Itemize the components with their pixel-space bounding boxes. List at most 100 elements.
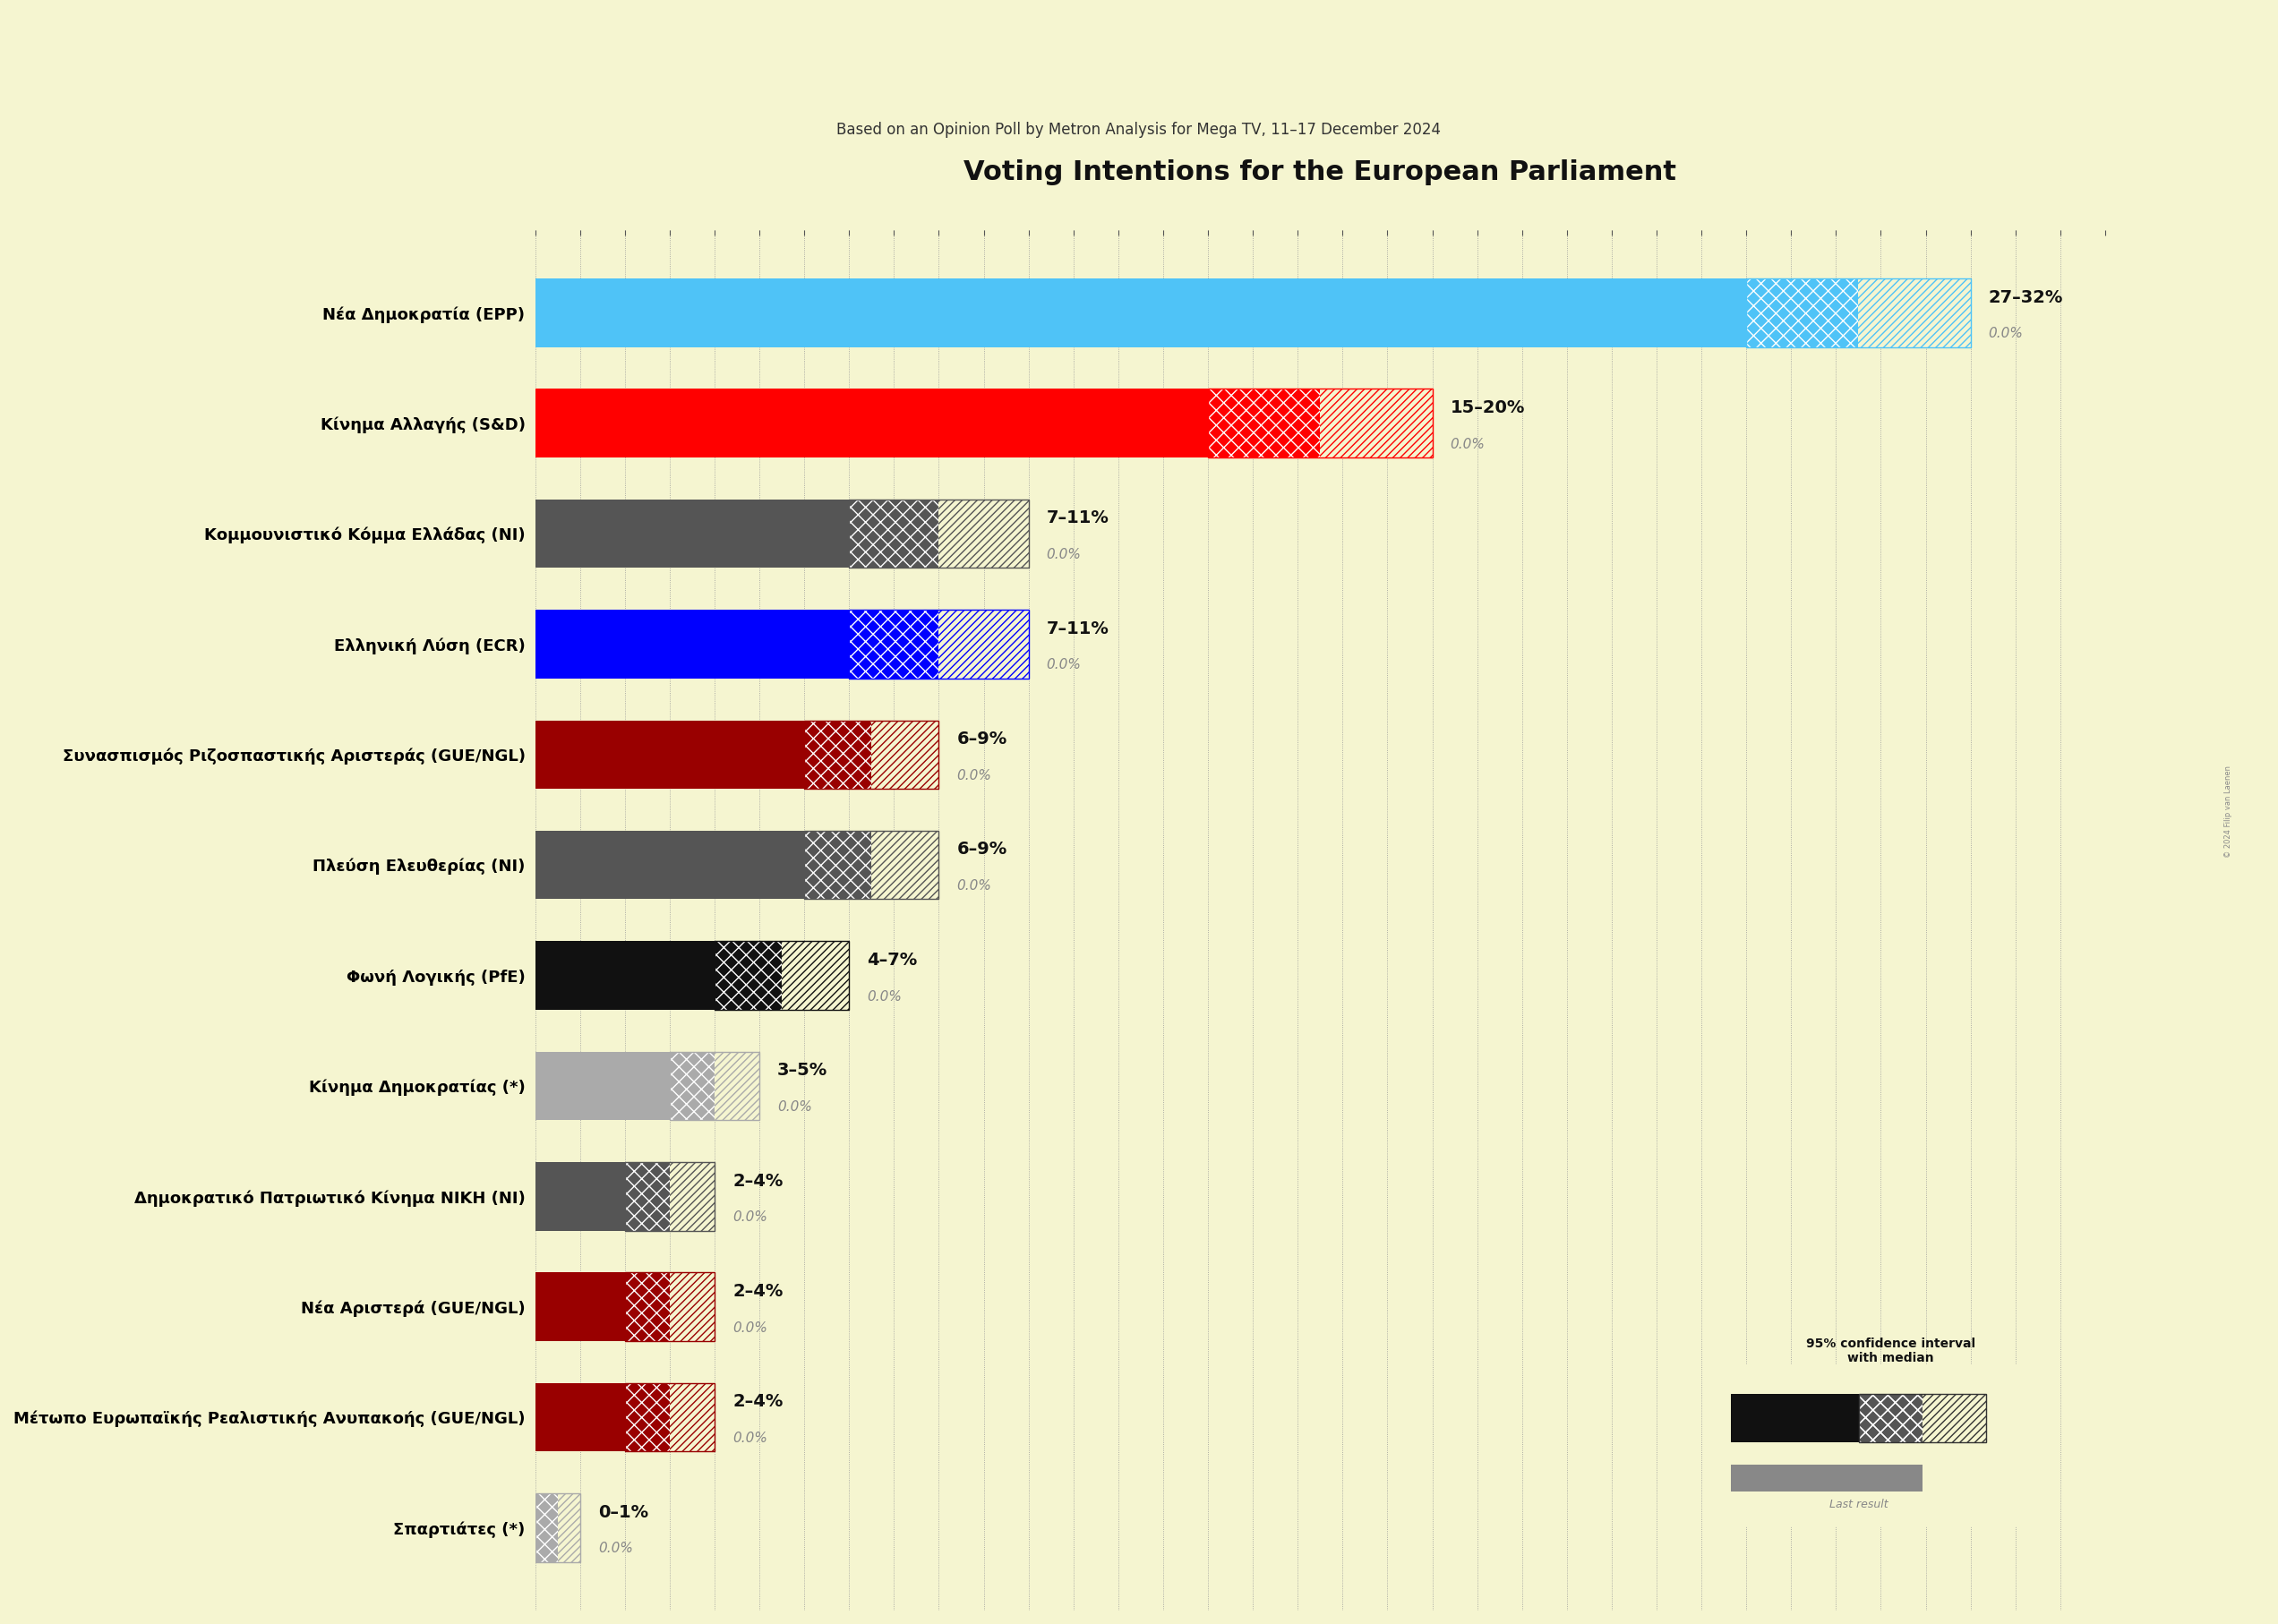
Bar — [715, 1052, 759, 1121]
Text: 6–9%: 6–9% — [957, 731, 1007, 747]
Bar — [624, 1163, 670, 1231]
Bar — [535, 1052, 670, 1121]
Bar — [804, 831, 939, 900]
Text: 3–5%: 3–5% — [777, 1062, 827, 1078]
Bar — [558, 1494, 581, 1562]
Text: 27–32%: 27–32% — [1989, 289, 2064, 305]
Bar — [670, 1384, 715, 1452]
Bar — [1731, 1465, 1923, 1491]
Bar — [715, 1052, 759, 1121]
Bar — [939, 500, 1030, 568]
Bar — [781, 942, 850, 1010]
Bar — [535, 721, 804, 789]
Bar — [670, 1052, 759, 1121]
Text: 0.0%: 0.0% — [734, 1210, 768, 1224]
Bar — [535, 831, 804, 900]
Text: 15–20%: 15–20% — [1451, 400, 1524, 416]
Bar — [939, 611, 1030, 679]
Text: 7–11%: 7–11% — [1046, 510, 1109, 526]
Text: 6–9%: 6–9% — [957, 841, 1007, 857]
Bar — [939, 500, 1030, 568]
Bar — [670, 1384, 715, 1452]
Bar — [624, 1384, 670, 1452]
Bar — [535, 390, 1207, 458]
Bar — [1747, 278, 1859, 348]
Bar — [624, 1163, 670, 1231]
Bar — [804, 831, 872, 900]
Bar — [1923, 1393, 1986, 1442]
Bar — [535, 1384, 624, 1452]
Bar — [670, 1163, 715, 1231]
Bar — [804, 721, 939, 789]
Text: 0–1%: 0–1% — [597, 1504, 649, 1520]
Bar — [872, 721, 939, 789]
Bar — [804, 721, 872, 789]
Text: 0.0%: 0.0% — [777, 1099, 813, 1114]
Bar — [535, 1494, 558, 1562]
Bar — [624, 1163, 715, 1231]
Bar — [804, 721, 872, 789]
Text: Based on an Opinion Poll by Metron Analysis for Mega TV, 11–17 December 2024: Based on an Opinion Poll by Metron Analy… — [836, 122, 1442, 138]
Bar — [850, 611, 1030, 679]
Bar — [872, 831, 939, 900]
Text: 0.0%: 0.0% — [1046, 547, 1082, 562]
Bar — [1747, 278, 1859, 348]
Text: 7–11%: 7–11% — [1046, 620, 1109, 637]
Text: 0.0%: 0.0% — [597, 1543, 633, 1556]
Bar — [1747, 278, 1970, 348]
Text: 0.0%: 0.0% — [1046, 658, 1082, 672]
Text: 0.0%: 0.0% — [957, 768, 991, 783]
Bar — [1207, 390, 1433, 458]
Bar — [1859, 1393, 1986, 1442]
Text: 0.0%: 0.0% — [1451, 437, 1485, 451]
Bar — [535, 611, 850, 679]
Text: 0.0%: 0.0% — [734, 1320, 768, 1335]
Bar — [1859, 278, 1970, 348]
Bar — [535, 1494, 558, 1562]
Bar — [804, 831, 872, 900]
Bar — [535, 1494, 581, 1562]
Text: 0.0%: 0.0% — [1989, 326, 2023, 341]
Bar — [781, 942, 850, 1010]
Text: 2–4%: 2–4% — [734, 1393, 784, 1410]
Bar — [1923, 1393, 1986, 1442]
Bar — [850, 500, 939, 568]
Bar — [670, 1273, 715, 1341]
Bar — [670, 1163, 715, 1231]
Bar — [850, 611, 939, 679]
Bar — [1859, 278, 1970, 348]
Title: Voting Intentions for the European Parliament: Voting Intentions for the European Parli… — [964, 159, 1677, 185]
Bar — [1207, 390, 1321, 458]
Bar — [624, 1384, 670, 1452]
Bar — [1321, 390, 1433, 458]
Bar — [535, 1273, 624, 1341]
Bar — [872, 721, 939, 789]
Bar — [624, 1273, 670, 1341]
Text: 2–4%: 2–4% — [734, 1173, 784, 1189]
Bar — [1731, 1393, 1859, 1442]
Bar — [535, 942, 715, 1010]
Bar — [939, 611, 1030, 679]
Bar — [624, 1273, 670, 1341]
Text: Last result: Last result — [1829, 1499, 1888, 1510]
Text: © 2024 Filip van Laenen: © 2024 Filip van Laenen — [2223, 767, 2232, 857]
Bar — [1859, 1393, 1923, 1442]
Bar — [670, 1273, 715, 1341]
Text: 0.0%: 0.0% — [734, 1431, 768, 1445]
Text: 0.0%: 0.0% — [868, 989, 902, 1004]
Bar — [624, 1384, 715, 1452]
Bar — [535, 500, 850, 568]
Bar — [1859, 1393, 1923, 1442]
Bar — [715, 942, 850, 1010]
Bar — [872, 831, 939, 900]
Text: 95% confidence interval
with median: 95% confidence interval with median — [1806, 1337, 1975, 1364]
Bar — [558, 1494, 581, 1562]
Bar — [535, 278, 1747, 348]
Bar — [850, 611, 939, 679]
Text: 4–7%: 4–7% — [868, 952, 918, 968]
Bar — [715, 942, 781, 1010]
Bar — [1321, 390, 1433, 458]
Bar — [624, 1273, 715, 1341]
Bar — [670, 1052, 715, 1121]
Bar — [535, 1163, 624, 1231]
